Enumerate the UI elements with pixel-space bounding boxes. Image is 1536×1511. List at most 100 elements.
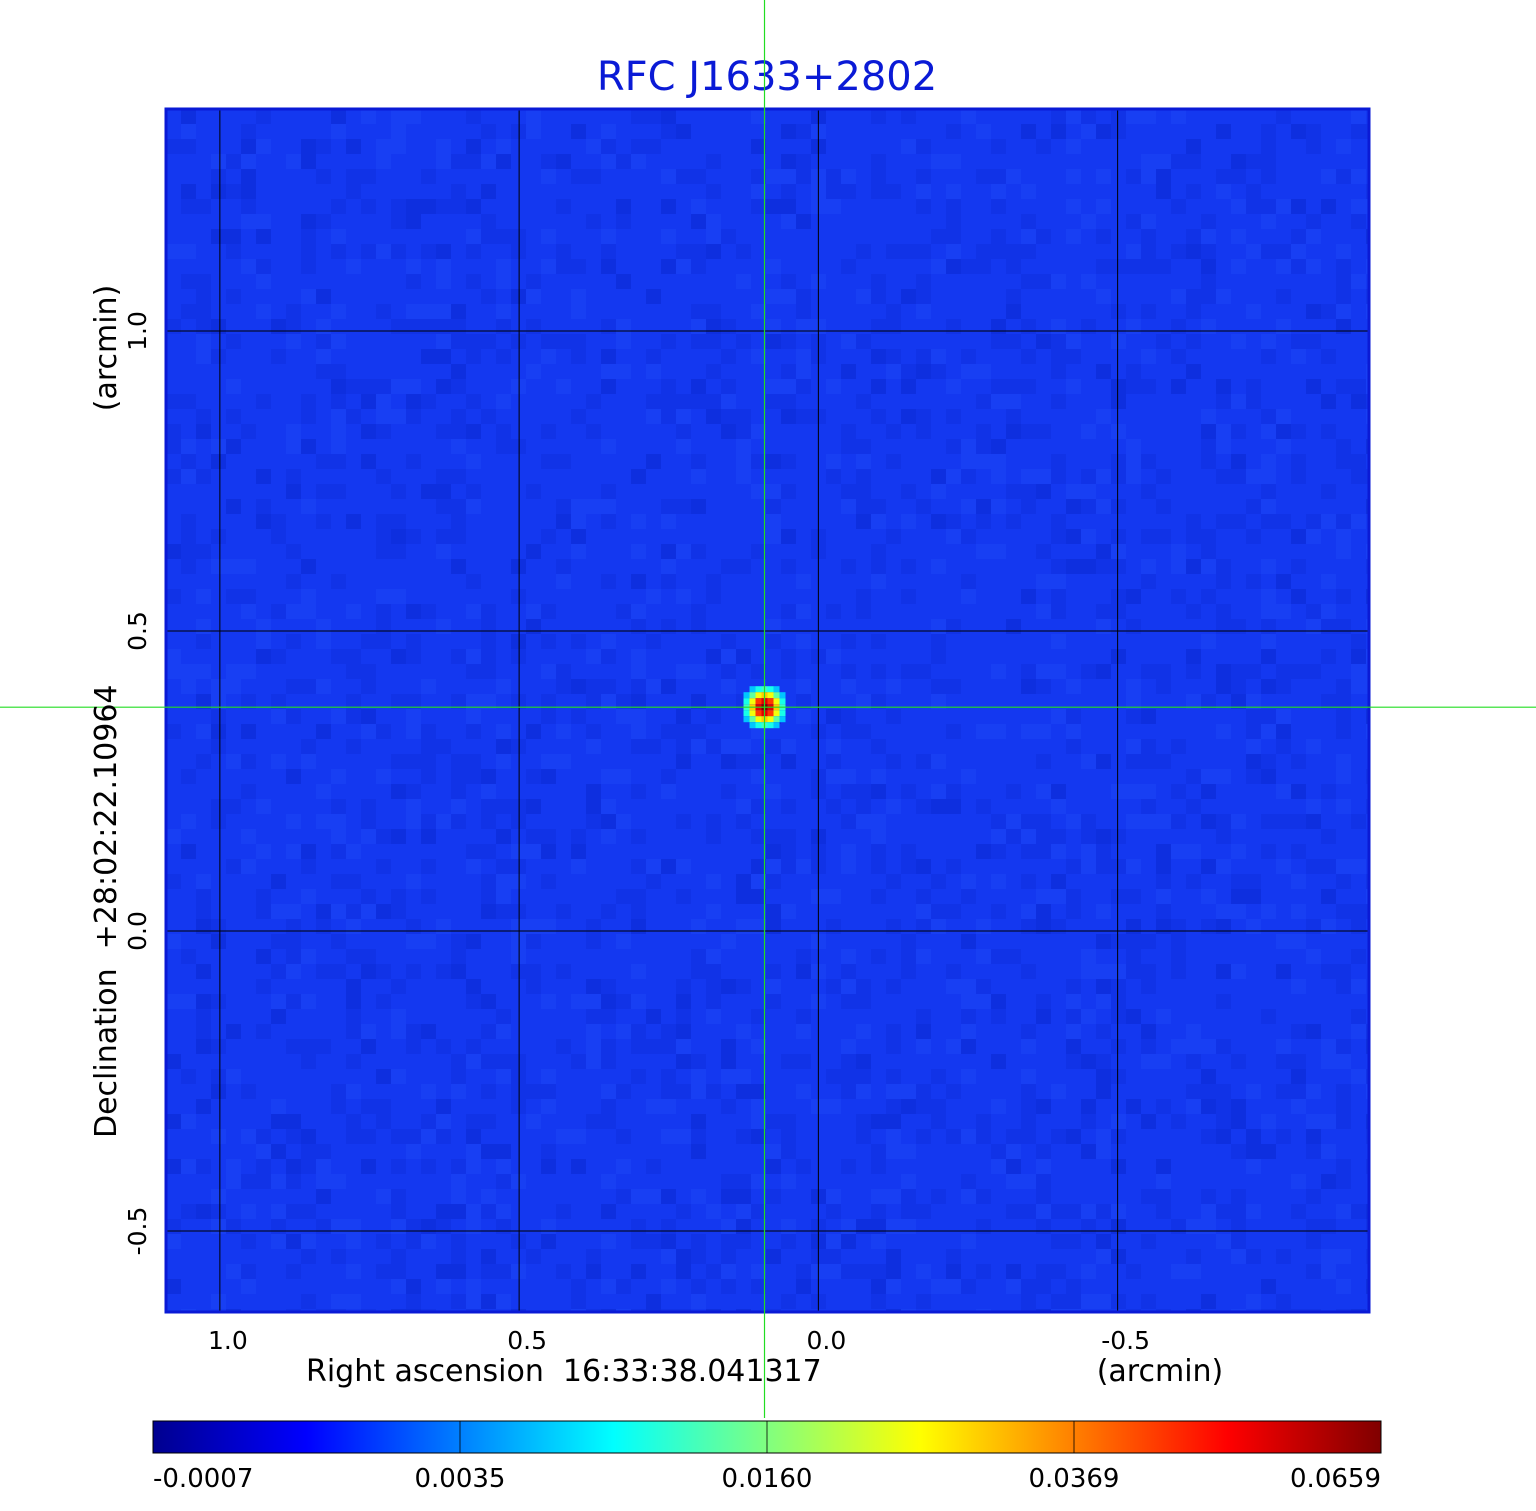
noise-pixel bbox=[1276, 574, 1291, 589]
noise-pixel bbox=[496, 799, 511, 814]
noise-pixel bbox=[1126, 1099, 1141, 1114]
noise-pixel bbox=[571, 1294, 586, 1309]
noise-pixel bbox=[991, 829, 1006, 844]
noise-pixel bbox=[181, 559, 196, 574]
noise-pixel bbox=[751, 1009, 766, 1024]
noise-pixel bbox=[376, 634, 391, 649]
noise-pixel bbox=[451, 1234, 466, 1249]
noise-pixel bbox=[961, 1189, 976, 1204]
noise-pixel bbox=[256, 1144, 271, 1159]
noise-pixel bbox=[406, 1144, 421, 1159]
noise-pixel bbox=[631, 919, 646, 934]
noise-pixel bbox=[1021, 1279, 1036, 1294]
noise-pixel bbox=[376, 394, 391, 409]
noise-pixel bbox=[991, 724, 1006, 739]
noise-pixel bbox=[361, 829, 376, 844]
noise-pixel bbox=[286, 1264, 301, 1279]
noise-pixel bbox=[661, 1189, 676, 1204]
noise-pixel bbox=[976, 1129, 991, 1144]
noise-pixel bbox=[286, 1174, 301, 1189]
noise-pixel bbox=[886, 454, 901, 469]
noise-pixel bbox=[781, 364, 796, 379]
noise-pixel bbox=[196, 619, 211, 634]
noise-pixel bbox=[871, 664, 886, 679]
noise-pixel bbox=[916, 364, 931, 379]
noise-pixel bbox=[931, 154, 946, 169]
noise-pixel bbox=[661, 124, 676, 139]
noise-pixel bbox=[526, 544, 541, 559]
noise-pixel bbox=[421, 934, 436, 949]
noise-pixel bbox=[391, 409, 406, 424]
noise-pixel bbox=[211, 319, 226, 334]
noise-pixel bbox=[646, 454, 661, 469]
noise-pixel bbox=[601, 1084, 616, 1099]
noise-pixel bbox=[1051, 829, 1066, 844]
noise-pixel bbox=[961, 979, 976, 994]
noise-pixel bbox=[376, 619, 391, 634]
noise-pixel bbox=[1306, 604, 1321, 619]
noise-pixel bbox=[226, 244, 241, 259]
noise-pixel bbox=[1261, 649, 1276, 664]
noise-pixel bbox=[646, 349, 661, 364]
noise-pixel bbox=[211, 559, 226, 574]
noise-pixel bbox=[781, 1114, 796, 1129]
noise-pixel bbox=[1111, 979, 1126, 994]
noise-pixel bbox=[916, 1039, 931, 1054]
noise-pixel bbox=[1231, 514, 1246, 529]
noise-pixel bbox=[706, 244, 721, 259]
noise-pixel bbox=[316, 364, 331, 379]
noise-pixel bbox=[211, 229, 226, 244]
noise-pixel bbox=[511, 334, 526, 349]
noise-pixel bbox=[391, 1264, 406, 1279]
noise-pixel bbox=[331, 1219, 346, 1234]
noise-pixel bbox=[511, 844, 526, 859]
noise-pixel bbox=[1261, 709, 1276, 724]
noise-pixel bbox=[661, 724, 676, 739]
noise-pixel bbox=[676, 394, 691, 409]
source-pixel bbox=[755, 722, 762, 729]
noise-pixel bbox=[631, 154, 646, 169]
noise-pixel bbox=[1096, 1249, 1111, 1264]
noise-pixel bbox=[631, 109, 646, 124]
source-pixel bbox=[773, 686, 780, 693]
noise-pixel bbox=[1051, 1264, 1066, 1279]
noise-pixel bbox=[796, 574, 811, 589]
noise-pixel bbox=[991, 1159, 1006, 1174]
noise-pixel bbox=[931, 754, 946, 769]
noise-pixel bbox=[1081, 949, 1096, 964]
noise-pixel bbox=[256, 259, 271, 274]
noise-pixel bbox=[346, 979, 361, 994]
noise-pixel bbox=[841, 184, 856, 199]
noise-pixel bbox=[1141, 814, 1156, 829]
noise-pixel bbox=[586, 814, 601, 829]
noise-pixel bbox=[1036, 484, 1051, 499]
noise-pixel bbox=[406, 1294, 421, 1309]
noise-pixel bbox=[616, 709, 631, 724]
noise-pixel bbox=[796, 1159, 811, 1174]
noise-pixel bbox=[736, 1174, 751, 1189]
noise-pixel bbox=[196, 289, 211, 304]
noise-pixel bbox=[706, 154, 721, 169]
noise-pixel bbox=[1201, 859, 1216, 874]
noise-pixel bbox=[1126, 709, 1141, 724]
noise-pixel bbox=[391, 139, 406, 154]
noise-pixel bbox=[586, 994, 601, 1009]
noise-pixel bbox=[796, 1054, 811, 1069]
noise-pixel bbox=[1291, 469, 1306, 484]
noise-pixel bbox=[1156, 814, 1171, 829]
noise-pixel bbox=[871, 559, 886, 574]
noise-pixel bbox=[1201, 244, 1216, 259]
noise-pixel bbox=[1021, 874, 1036, 889]
noise-pixel bbox=[856, 814, 871, 829]
noise-pixel bbox=[1336, 439, 1351, 454]
noise-pixel bbox=[361, 799, 376, 814]
noise-pixel bbox=[1291, 844, 1306, 859]
noise-pixel bbox=[481, 619, 496, 634]
noise-pixel bbox=[1126, 934, 1141, 949]
noise-pixel bbox=[946, 409, 961, 424]
noise-pixel bbox=[331, 364, 346, 379]
noise-pixel bbox=[1336, 529, 1351, 544]
noise-pixel bbox=[736, 334, 751, 349]
noise-pixel bbox=[1096, 259, 1111, 274]
noise-pixel bbox=[406, 874, 421, 889]
